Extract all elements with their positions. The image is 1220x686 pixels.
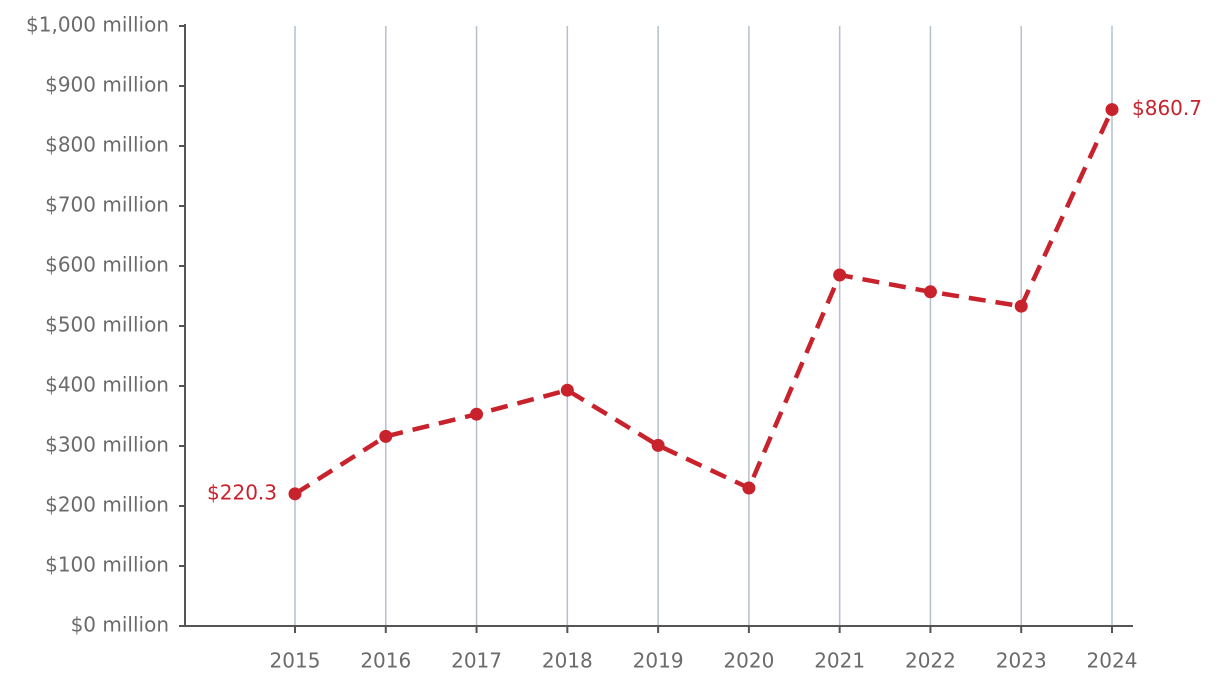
x-tick-label: 2023 (996, 649, 1047, 673)
value-label: $860.7 (1132, 96, 1202, 120)
value-label: $220.3 (207, 480, 277, 504)
x-tick-label: 2016 (360, 649, 411, 673)
x-tick-label: 2017 (451, 649, 502, 673)
y-tick-label: $500 million (45, 313, 169, 337)
x-tick-label: 2024 (1087, 649, 1138, 673)
x-tick-label: 2015 (270, 649, 321, 673)
x-tick-label: 2021 (814, 649, 865, 673)
y-tick-label: $200 million (45, 493, 169, 517)
x-tick-label: 2019 (633, 649, 684, 673)
data-point (288, 487, 302, 501)
y-tick-label: $900 million (45, 73, 169, 97)
y-tick-label: $400 million (45, 373, 169, 397)
data-point (1014, 299, 1028, 313)
y-tick-label: $800 million (45, 133, 169, 157)
data-line (293, 108, 1115, 496)
data-point (923, 285, 937, 299)
y-tick-label: $300 million (45, 433, 169, 457)
x-tick-label: 2022 (905, 649, 956, 673)
y-tick-label: $100 million (45, 553, 169, 577)
data-point (560, 383, 574, 397)
data-point (470, 407, 484, 421)
data-point (651, 438, 665, 452)
y-tick-label: $0 million (71, 613, 169, 637)
data-point (833, 268, 847, 282)
y-tick-label: $700 million (45, 193, 169, 217)
x-tick-label: 2020 (723, 649, 774, 673)
x-tick-label: 2018 (542, 649, 593, 673)
y-tick-label: $1,000 million (26, 13, 169, 37)
y-tick-label: $600 million (45, 253, 169, 277)
data-point (1105, 103, 1119, 117)
data-point (742, 481, 756, 495)
data-point (379, 429, 393, 443)
